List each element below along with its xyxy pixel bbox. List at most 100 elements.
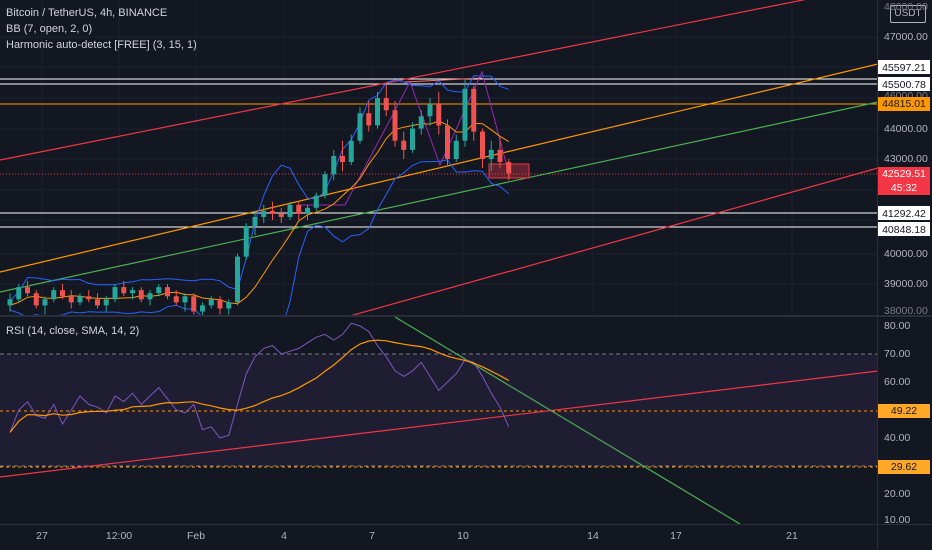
- candle-body: [480, 131, 485, 159]
- bollinger-lower-band: [9, 159, 510, 316]
- candle-body: [112, 287, 118, 300]
- price-chart-pane[interactable]: [0, 0, 878, 316]
- currency-badge[interactable]: USDT: [890, 5, 926, 23]
- candle-body: [165, 287, 170, 297]
- level-tag[interactable]: 45500.78: [878, 77, 930, 91]
- candle-body: [340, 155, 345, 163]
- time-label: 21: [786, 530, 798, 542]
- harmonic-pattern-line: [300, 70, 511, 206]
- candle-body: [68, 296, 74, 303]
- candle-body: [95, 299, 100, 306]
- candle-body: [296, 204, 302, 214]
- time-label: 4: [281, 530, 287, 542]
- indicator-harmonic-label[interactable]: Harmonic auto-detect [FREE] (3, 15, 1): [6, 39, 197, 51]
- candle-body: [418, 116, 424, 129]
- candle-body: [506, 162, 512, 174]
- bar-countdown-tag: 45:32: [878, 181, 930, 195]
- time-label: 7: [369, 530, 375, 542]
- candle-body: [357, 113, 363, 141]
- candle-body: [7, 299, 13, 306]
- candle-body: [25, 287, 30, 294]
- candle-body: [130, 290, 135, 294]
- rsi-tick: 80.00: [884, 320, 911, 332]
- rsi-title[interactable]: RSI (14, close, SMA, 14, 2): [6, 325, 140, 337]
- candle-body: [60, 290, 65, 297]
- candle-body: [305, 207, 310, 214]
- rsi-tick: 40.00: [884, 432, 911, 444]
- price-chart-canvas[interactable]: [0, 0, 878, 316]
- time-axis-divider: [0, 524, 932, 525]
- level-tag-orange[interactable]: 44815.01: [878, 97, 930, 111]
- level-tag[interactable]: 41292.42: [878, 206, 930, 220]
- candle-body: [375, 98, 380, 126]
- candle-body: [252, 216, 258, 227]
- rsi-line: [9, 322, 510, 439]
- candle-body: [147, 293, 153, 300]
- candle-body: [182, 296, 188, 303]
- price-tick: 44000.00: [884, 123, 928, 135]
- candle-body: [16, 287, 22, 300]
- rsi-tick: 60.00: [884, 376, 911, 388]
- candle-body: [51, 290, 57, 300]
- rsi-tick: 20.00: [884, 488, 911, 500]
- candle-body: [392, 110, 398, 141]
- price-tick: 48000.00: [884, 1, 928, 13]
- rsi-band-background: [0, 354, 878, 466]
- candle-body: [287, 204, 293, 217]
- candle-body: [462, 88, 468, 141]
- candle-body: [173, 296, 179, 303]
- rsi-trend-line-red: [0, 370, 878, 478]
- level-tag[interactable]: 40848.18: [878, 222, 930, 236]
- trend-line-green: [0, 101, 878, 293]
- trend-line-red-lower: [347, 167, 878, 316]
- candle-body: [313, 195, 319, 208]
- candle-body: [208, 299, 214, 306]
- symbol-title[interactable]: Bitcoin / TetherUS, 4h, BINANCE: [6, 7, 168, 19]
- candle-body: [200, 305, 205, 312]
- pane-divider[interactable]: [0, 315, 932, 317]
- candle-body: [103, 299, 109, 306]
- trend-line-red-upper: [0, 0, 806, 161]
- rsi-pane[interactable]: [0, 317, 878, 524]
- candle-body: [86, 296, 92, 300]
- harmonic-pattern-line: [404, 77, 483, 83]
- rsi-level-tag[interactable]: 29.62: [878, 460, 930, 474]
- candle-body: [453, 140, 459, 159]
- candle-body: [156, 287, 162, 294]
- candle-body: [33, 293, 39, 306]
- candle-body: [427, 104, 433, 117]
- candle-body: [348, 140, 354, 163]
- rsi-canvas[interactable]: [0, 317, 878, 524]
- candle-body: [243, 226, 249, 257]
- rsi-tick: 10.00: [884, 514, 911, 526]
- time-label: 14: [587, 530, 599, 542]
- candle-body: [322, 174, 328, 196]
- time-label: 10: [457, 530, 469, 542]
- candle-body: [191, 296, 197, 312]
- bollinger-basis: [9, 120, 510, 306]
- candle-body: [261, 210, 267, 217]
- candle-body: [278, 213, 284, 217]
- candle-body: [217, 299, 223, 309]
- rsi-trend-line-green: [394, 317, 741, 524]
- candle-body: [436, 104, 442, 126]
- indicator-bb-label[interactable]: BB (7, open, 2, 0): [6, 23, 93, 35]
- candle-body: [42, 299, 48, 306]
- candle-body: [401, 140, 407, 150]
- current-price-tag[interactable]: 42529.51: [878, 167, 930, 181]
- candle-body: [270, 210, 275, 214]
- rsi-sma-line: [9, 339, 510, 433]
- price-tick: 38000.00: [884, 305, 928, 317]
- level-tag[interactable]: 45597.21: [878, 60, 930, 74]
- price-axis-divider: [877, 0, 878, 550]
- trend-line-orange: [0, 63, 878, 273]
- rsi-level-tag[interactable]: 49.22: [878, 404, 930, 418]
- candle-body: [235, 256, 240, 303]
- candle-body: [77, 296, 83, 303]
- price-tick: 43000.00: [884, 153, 928, 165]
- bollinger-upper-band: [9, 75, 509, 302]
- candle-body: [121, 287, 127, 294]
- candle-body: [410, 128, 415, 150]
- price-tick: 40000.00: [884, 248, 928, 260]
